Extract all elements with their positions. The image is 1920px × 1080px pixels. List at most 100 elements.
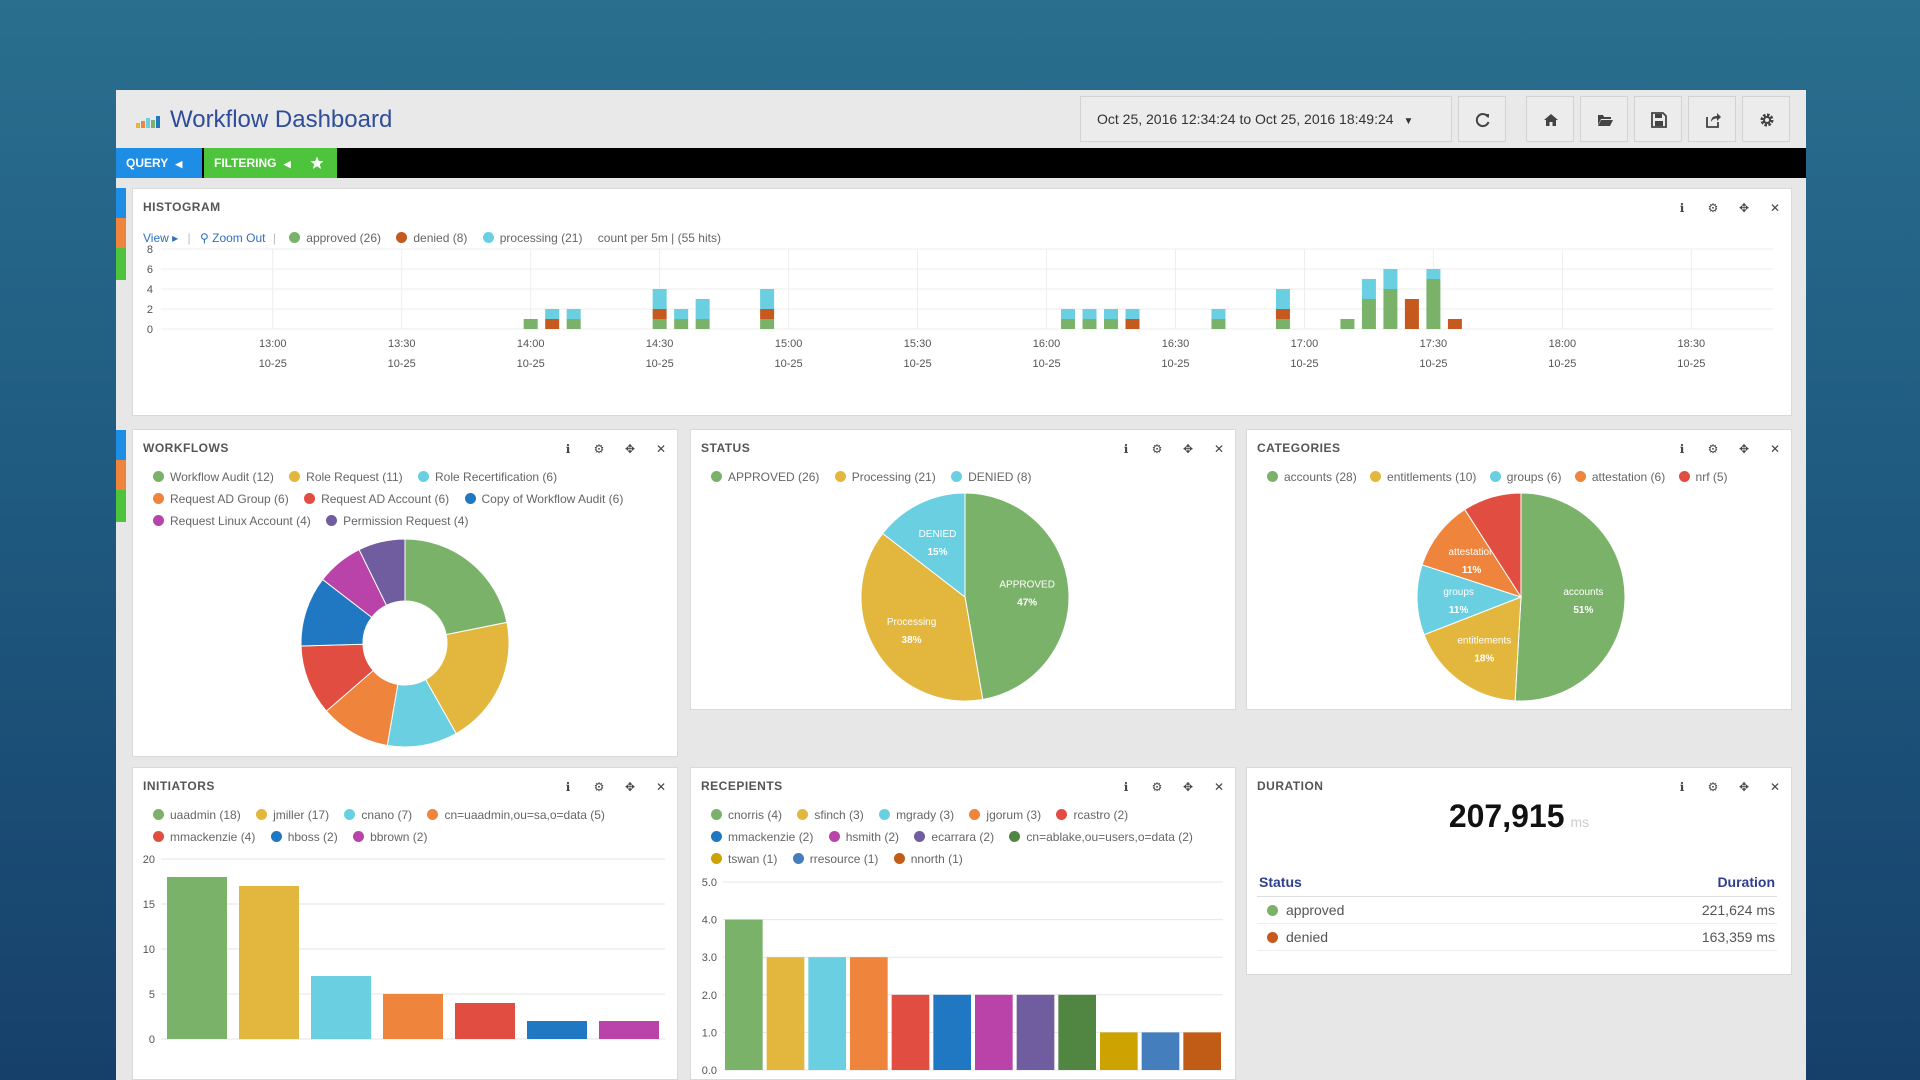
legend-item[interactable]: mmackenzie (4): [153, 826, 255, 848]
close-icon[interactable]: ✕: [1213, 780, 1225, 794]
legend-item[interactable]: Copy of Workflow Audit (6): [464, 488, 623, 510]
legend-item[interactable]: nnorth (1): [893, 848, 963, 870]
legend-item-processing[interactable]: processing (21): [482, 227, 582, 249]
legend-item[interactable]: cnorris (4): [711, 804, 782, 826]
legend-item[interactable]: Request Linux Account (4): [153, 510, 311, 532]
legend-item[interactable]: nrf (5): [1678, 466, 1728, 488]
legend-item[interactable]: entitlements (10): [1370, 466, 1476, 488]
legend-item[interactable]: Request AD Account (6): [304, 488, 449, 510]
legend-item[interactable]: Processing (21): [834, 466, 936, 488]
save-dashboard-button[interactable]: [1634, 96, 1682, 142]
home-button[interactable]: [1526, 96, 1574, 142]
legend-item[interactable]: cn=uaadmin,ou=sa,o=data (5): [427, 804, 605, 826]
legend-item[interactable]: jmiller (17): [256, 804, 329, 826]
legend-swatch: [153, 471, 164, 482]
column-header-status[interactable]: Status: [1257, 868, 1537, 897]
bar: [850, 957, 888, 1070]
gear-icon[interactable]: ⚙: [593, 442, 605, 456]
legend-item-approved[interactable]: approved (26): [289, 227, 381, 249]
legend-item[interactable]: Workflow Audit (12): [153, 466, 274, 488]
gear-icon[interactable]: ⚙: [1707, 442, 1719, 456]
info-icon[interactable]: ℹ: [1679, 442, 1685, 456]
move-icon[interactable]: ✥: [624, 442, 636, 456]
legend-item[interactable]: hsmith (2): [828, 826, 899, 848]
legend-item[interactable]: rresource (1): [792, 848, 878, 870]
info-icon[interactable]: ℹ: [565, 780, 571, 794]
legend-item[interactable]: rcastro (2): [1056, 804, 1128, 826]
legend-item[interactable]: cnano (7): [344, 804, 412, 826]
info-icon[interactable]: ℹ: [1679, 201, 1685, 215]
y-tick-label: 0.0: [702, 1065, 717, 1077]
legend-item[interactable]: bbrown (2): [353, 826, 427, 848]
settings-button[interactable]: [1742, 96, 1790, 142]
legend-item[interactable]: uaadmin (18): [153, 804, 241, 826]
move-icon[interactable]: ✥: [624, 780, 636, 794]
zoom-out-link[interactable]: ⚲ Zoom Out: [199, 231, 266, 245]
close-icon[interactable]: ✕: [1769, 201, 1781, 215]
status-cell: approved: [1257, 896, 1537, 924]
info-icon[interactable]: ℹ: [1123, 442, 1129, 456]
x-tick-label: 14:30: [646, 338, 674, 350]
workflows-panel: WORKFLOWS ℹ ⚙ ✥ ✕ Workflow Audit (12) Role …: [132, 429, 678, 757]
query-tab[interactable]: QUERY ◀: [116, 148, 202, 178]
close-icon[interactable]: ✕: [1213, 442, 1225, 456]
legend-swatch: [893, 853, 905, 864]
legend-item-denied[interactable]: denied (8): [396, 227, 467, 249]
legend-item[interactable]: cn=ablake,ou=users,o=data (2): [1009, 826, 1193, 848]
slice-percent-label: 15%: [927, 547, 947, 558]
info-icon[interactable]: ℹ: [1123, 780, 1129, 794]
time-range-picker[interactable]: Oct 25, 2016 12:34:24 to Oct 25, 2016 18…: [1080, 96, 1452, 142]
legend-item[interactable]: Role Request (11): [289, 466, 403, 488]
move-icon[interactable]: ✥: [1738, 201, 1750, 215]
filtering-tab[interactable]: FILTERING ◀: [204, 148, 337, 178]
slice-percent-label: 38%: [902, 635, 922, 646]
info-icon[interactable]: ℹ: [565, 442, 571, 456]
legend-item[interactable]: mgrady (3): [879, 804, 954, 826]
gear-icon[interactable]: ⚙: [1151, 442, 1163, 456]
legend-item[interactable]: APPROVED (26): [711, 466, 819, 488]
move-icon[interactable]: ✥: [1182, 442, 1194, 456]
move-icon[interactable]: ✥: [1738, 780, 1750, 794]
close-icon[interactable]: ✕: [655, 442, 667, 456]
legend-item[interactable]: ecarrara (2): [914, 826, 994, 848]
info-icon[interactable]: ℹ: [1679, 780, 1685, 794]
gear-icon[interactable]: ⚙: [1707, 201, 1719, 215]
open-dashboard-button[interactable]: [1580, 96, 1628, 142]
view-menu-link[interactable]: View ▸: [143, 231, 179, 245]
refresh-button[interactable]: [1458, 96, 1506, 142]
close-icon[interactable]: ✕: [1769, 442, 1781, 456]
legend-item[interactable]: mmackenzie (2): [711, 826, 813, 848]
legend-item[interactable]: Request AD Group (6): [153, 488, 289, 510]
legend-item[interactable]: hboss (2): [270, 826, 338, 848]
legend-item[interactable]: attestation (6): [1574, 466, 1665, 488]
legend-item[interactable]: tswan (1): [711, 848, 777, 870]
gear-icon[interactable]: ⚙: [593, 780, 605, 794]
gear-icon[interactable]: ⚙: [1151, 780, 1163, 794]
column-header-duration[interactable]: Duration: [1536, 868, 1777, 897]
caret-left-icon: ◀: [283, 159, 291, 169]
bar: [239, 886, 299, 1039]
star-icon[interactable]: [310, 156, 324, 170]
refresh-icon: [1475, 113, 1490, 128]
legend-item[interactable]: DENIED (8): [951, 466, 1031, 488]
bar: [1141, 1032, 1180, 1070]
legend-item[interactable]: accounts (28): [1267, 466, 1357, 488]
move-icon[interactable]: ✥: [1738, 442, 1750, 456]
legend-item[interactable]: groups (6): [1489, 466, 1561, 488]
close-icon[interactable]: ✕: [1769, 780, 1781, 794]
legend-swatch: [834, 471, 846, 482]
gear-icon[interactable]: ⚙: [1707, 780, 1719, 794]
x-tick-date-label: 10-25: [1548, 358, 1576, 370]
legend-item[interactable]: sfinch (3): [797, 804, 864, 826]
y-tick-label: 0: [147, 324, 153, 336]
legend-item[interactable]: jgorum (3): [969, 804, 1041, 826]
legend-item[interactable]: Permission Request (4): [326, 510, 468, 532]
legend-item[interactable]: Role Recertification (6): [418, 466, 557, 488]
pie-slice: [881, 492, 966, 599]
bar: [1100, 1032, 1138, 1070]
share-button[interactable]: [1688, 96, 1736, 142]
move-icon[interactable]: ✥: [1182, 780, 1194, 794]
close-icon[interactable]: ✕: [655, 780, 667, 794]
x-tick-label: 15:30: [904, 338, 932, 350]
status-swatch: [1267, 932, 1278, 943]
